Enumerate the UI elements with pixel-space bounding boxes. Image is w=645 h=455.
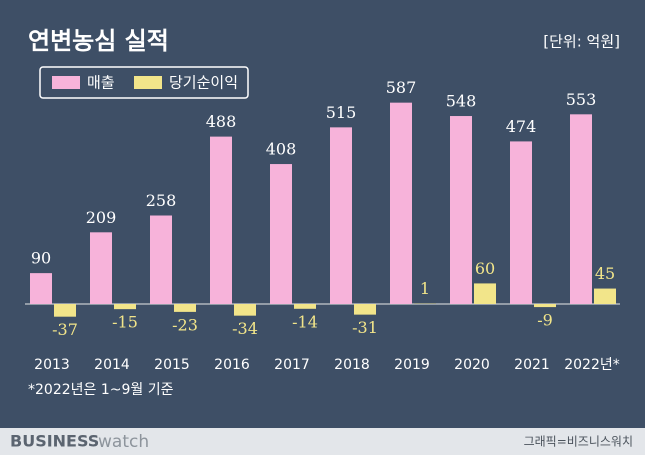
legend-swatch [52, 76, 80, 89]
background [0, 0, 645, 428]
bar [270, 164, 292, 304]
value-label: 408 [266, 140, 297, 159]
value-label: 548 [446, 92, 477, 111]
value-label: 474 [506, 117, 537, 136]
bar [54, 304, 76, 317]
bar [330, 127, 352, 304]
legend-label: 당기순이익 [169, 74, 238, 92]
value-label: -34 [232, 319, 258, 338]
value-label: 209 [86, 208, 117, 227]
value-label: -23 [172, 315, 198, 334]
footer [0, 428, 645, 455]
bar [390, 102, 412, 304]
value-label: -9 [537, 311, 553, 330]
value-label: -14 [292, 312, 318, 331]
bar [450, 116, 472, 304]
bar [294, 304, 316, 309]
x-tick-label: 2017 [274, 357, 310, 373]
x-tick-label: 2014 [94, 357, 130, 373]
chart-title: 연변농심 실적 [28, 27, 169, 55]
footnote: *2022년은 1~9월 기준 [28, 382, 174, 398]
legend-box [39, 66, 249, 99]
bar [90, 232, 112, 304]
value-label: 1 [420, 279, 430, 298]
x-tick-label: 2015 [154, 357, 190, 373]
bar [30, 273, 52, 304]
brand: watch [98, 432, 149, 452]
bar [474, 283, 496, 304]
value-label: 488 [206, 112, 237, 131]
value-label: -15 [112, 313, 138, 332]
source: 그래픽=비즈니스워치 [524, 435, 633, 449]
bar [534, 304, 556, 308]
x-tick-label: 2020 [454, 357, 490, 373]
legend-label: 매출 [87, 74, 115, 92]
value-label: -37 [52, 320, 78, 339]
bar [114, 304, 136, 310]
value-label: 45 [595, 264, 615, 283]
x-tick-label: 2016 [214, 357, 250, 373]
x-tick-label: 2022년* [564, 357, 620, 373]
value-label: 60 [475, 259, 495, 278]
value-label: 553 [566, 90, 597, 109]
x-tick-label: 2021 [514, 357, 550, 373]
value-label: 515 [326, 103, 357, 122]
bar [210, 136, 232, 304]
x-tick-label: 2019 [394, 357, 430, 373]
value-label: -31 [352, 318, 378, 337]
bar [150, 215, 172, 304]
brand: BUSINESS [10, 432, 99, 451]
x-tick-label: 2018 [334, 357, 370, 373]
bar [354, 304, 376, 315]
unit-label: [단위: 억원] [543, 33, 620, 51]
bar [510, 141, 532, 304]
value-label: 90 [31, 249, 51, 268]
x-tick-label: 2013 [34, 357, 70, 373]
value-label: 258 [146, 191, 177, 210]
bar [570, 114, 592, 304]
bar [174, 304, 196, 312]
legend-swatch [134, 76, 162, 89]
bar [594, 288, 616, 304]
bar [234, 304, 256, 316]
value-label: 587 [386, 78, 417, 97]
